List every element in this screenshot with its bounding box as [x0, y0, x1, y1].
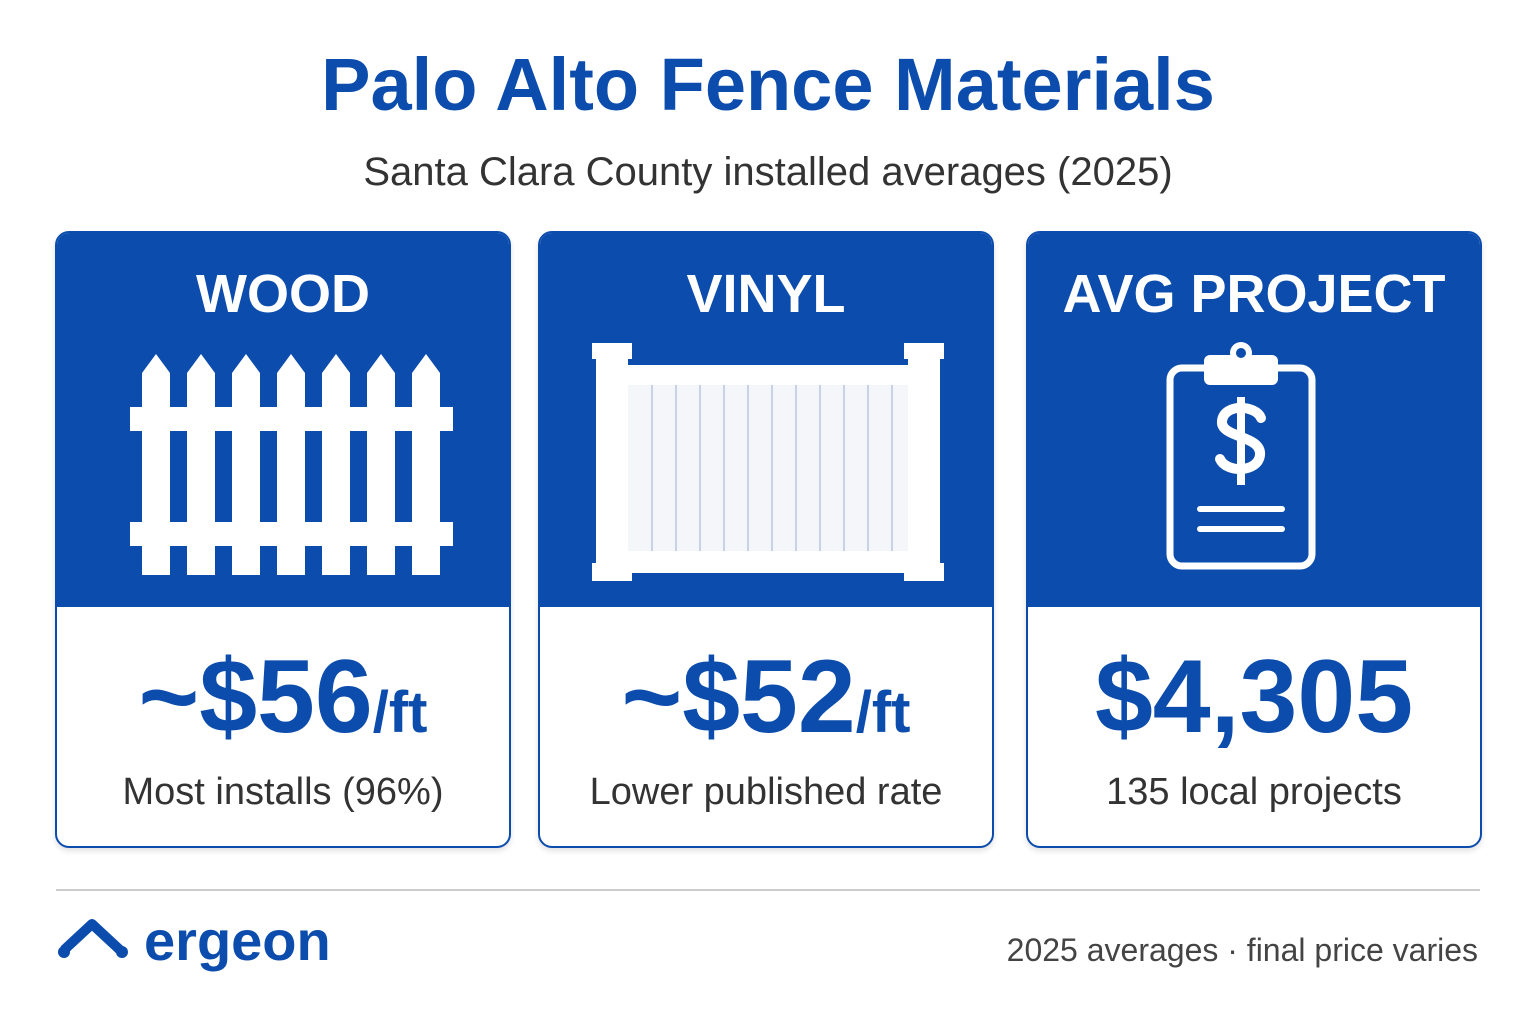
price: ~$52/ft: [540, 638, 992, 757]
price-unit: /ft: [855, 680, 911, 745]
title: Palo Alto Fence Materials: [321, 43, 1215, 126]
card-title: WOOD: [196, 264, 370, 324]
card-title: VINYL: [686, 264, 846, 324]
price-value: ~$52: [621, 639, 856, 755]
caption: Lower published rate: [589, 771, 943, 813]
price-value: $4,305: [1094, 639, 1414, 755]
wood-icon: [130, 354, 453, 575]
clipboard-icon: [1166, 342, 1316, 570]
vinyl-icon: [592, 343, 944, 581]
price: $4,305: [1028, 638, 1480, 757]
divider: [56, 889, 1480, 891]
brand-logo: [58, 919, 128, 958]
brand: ergeon: [144, 909, 331, 972]
caption: Most installs (96%): [122, 771, 444, 813]
card: WOOD ~$56/ft Most installs (96%): [55, 231, 511, 848]
card-title: AVG PROJECT: [1062, 264, 1446, 324]
caption: 135 local projects: [1106, 771, 1402, 813]
footnote: 2025 averages · final price varies: [1006, 932, 1478, 968]
price-unit: /ft: [372, 680, 428, 745]
price-value: ~$56: [138, 639, 373, 755]
price: ~$56/ft: [57, 638, 509, 757]
subtitle: Santa Clara County installed averages (2…: [363, 150, 1173, 194]
card: AVG PROJECT $4,305 135 local projects: [1026, 231, 1482, 848]
card: VINYL ~$52/ft Lower published rate: [538, 231, 994, 848]
card-header: [1028, 233, 1480, 607]
